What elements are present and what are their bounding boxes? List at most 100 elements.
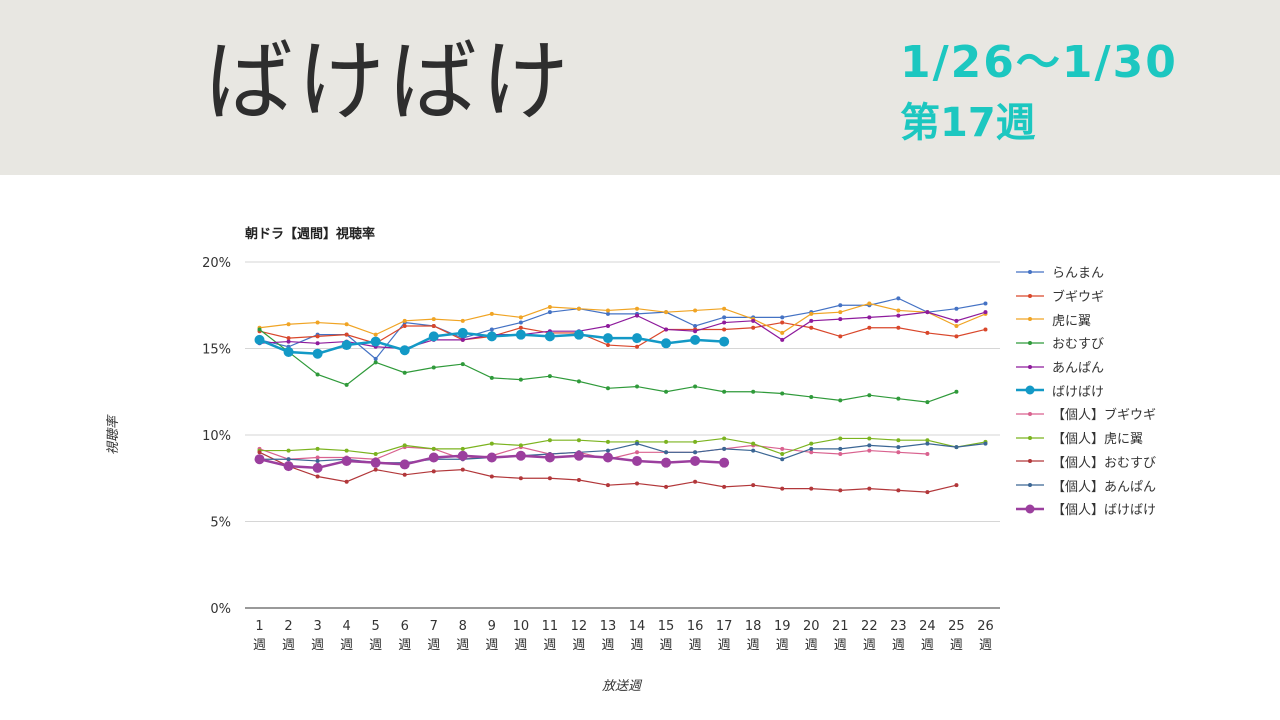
legend-item[interactable]: 【個人】ブギウギ — [1016, 402, 1156, 426]
data-point — [635, 313, 640, 318]
data-point — [896, 296, 901, 301]
data-point — [312, 348, 323, 359]
data-point — [431, 324, 436, 329]
legend-item[interactable]: ブギウギ — [1016, 284, 1156, 308]
data-point — [286, 448, 291, 453]
data-point — [632, 455, 643, 466]
data-point — [722, 484, 727, 489]
data-point — [373, 360, 378, 365]
data-point — [486, 452, 497, 463]
data-point — [693, 308, 698, 313]
data-point — [283, 461, 294, 472]
data-point — [576, 306, 581, 311]
data-point — [547, 304, 552, 309]
x-tick-label: 19 — [774, 619, 791, 634]
data-point — [518, 325, 523, 330]
x-tick-suffix: 週 — [514, 638, 527, 653]
x-tick-suffix: 週 — [689, 638, 702, 653]
data-point — [460, 337, 465, 342]
x-tick-suffix: 週 — [427, 638, 440, 653]
data-point — [431, 469, 436, 474]
data-point — [605, 439, 610, 444]
data-point — [457, 327, 468, 338]
legend-item[interactable]: ばけばけ — [1016, 378, 1156, 402]
series-line — [259, 437, 986, 455]
data-point — [283, 346, 294, 357]
x-tick-label: 16 — [687, 619, 704, 634]
data-point — [896, 325, 901, 330]
data-point — [460, 362, 465, 367]
data-point — [809, 318, 814, 323]
data-point — [257, 450, 262, 455]
data-point — [602, 452, 613, 463]
x-tick-suffix: 週 — [863, 638, 876, 653]
legend-item[interactable]: 【個人】あんぱん — [1016, 473, 1156, 497]
legend-item[interactable]: らんまん — [1016, 260, 1156, 284]
data-point — [751, 441, 756, 446]
x-tick-label: 8 — [459, 619, 467, 634]
legend-item[interactable]: あんぱん — [1016, 355, 1156, 379]
legend-label: おむすび — [1052, 337, 1105, 353]
data-point — [518, 320, 523, 325]
legend-marker-icon — [1016, 459, 1044, 464]
data-point — [373, 332, 378, 337]
data-point — [315, 334, 320, 339]
legend-marker-icon — [1016, 340, 1044, 345]
legend-marker-icon — [1016, 269, 1044, 274]
data-point — [402, 318, 407, 323]
data-point — [547, 438, 552, 443]
data-point — [341, 340, 352, 351]
data-point — [722, 446, 727, 451]
data-point — [544, 331, 555, 342]
data-point — [809, 441, 814, 446]
x-tick-label: 25 — [948, 619, 965, 634]
legend-label: らんまん — [1052, 266, 1105, 282]
data-point — [315, 341, 320, 346]
data-point — [809, 394, 814, 399]
y-tick-label: 10% — [202, 429, 231, 444]
x-tick-suffix: 週 — [282, 638, 295, 653]
data-point — [661, 338, 672, 349]
x-tick-label: 15 — [658, 619, 675, 634]
legend-item[interactable]: おむすび — [1016, 331, 1156, 355]
x-tick-suffix: 週 — [718, 638, 731, 653]
x-tick-label: 11 — [542, 619, 559, 634]
legend-item[interactable]: 虎に翼 — [1016, 307, 1156, 331]
legend-item[interactable]: 【個人】ばけばけ — [1016, 497, 1156, 521]
data-point — [925, 452, 930, 457]
legend-label: 【個人】あんぱん — [1052, 479, 1157, 495]
data-point — [722, 306, 727, 311]
data-point — [954, 324, 959, 329]
data-point — [344, 479, 349, 484]
x-tick-label: 9 — [488, 619, 496, 634]
data-point — [809, 325, 814, 330]
data-point — [780, 330, 785, 335]
series-line — [259, 311, 986, 350]
data-point — [809, 446, 814, 451]
data-point — [983, 301, 988, 306]
x-tick-label: 23 — [890, 619, 907, 634]
legend-label: ブギウギ — [1052, 290, 1105, 306]
data-point — [544, 452, 555, 463]
data-point — [693, 384, 698, 389]
data-point — [486, 331, 497, 342]
data-point — [867, 315, 872, 320]
data-point — [605, 386, 610, 391]
legend-item[interactable]: 【個人】おむすび — [1016, 450, 1156, 474]
legend-label: 【個人】おむすび — [1052, 455, 1157, 471]
data-point — [315, 474, 320, 479]
data-point — [605, 311, 610, 316]
x-tick-label: 6 — [401, 619, 409, 634]
data-point — [896, 308, 901, 313]
legend-item[interactable]: 【個人】虎に翼 — [1016, 426, 1156, 450]
data-point — [373, 356, 378, 361]
data-point — [867, 486, 872, 491]
data-point — [661, 457, 672, 468]
data-point — [954, 483, 959, 488]
data-point — [286, 336, 291, 341]
data-point — [431, 365, 436, 370]
data-point — [838, 436, 843, 441]
data-point — [954, 306, 959, 311]
data-point — [838, 310, 843, 315]
